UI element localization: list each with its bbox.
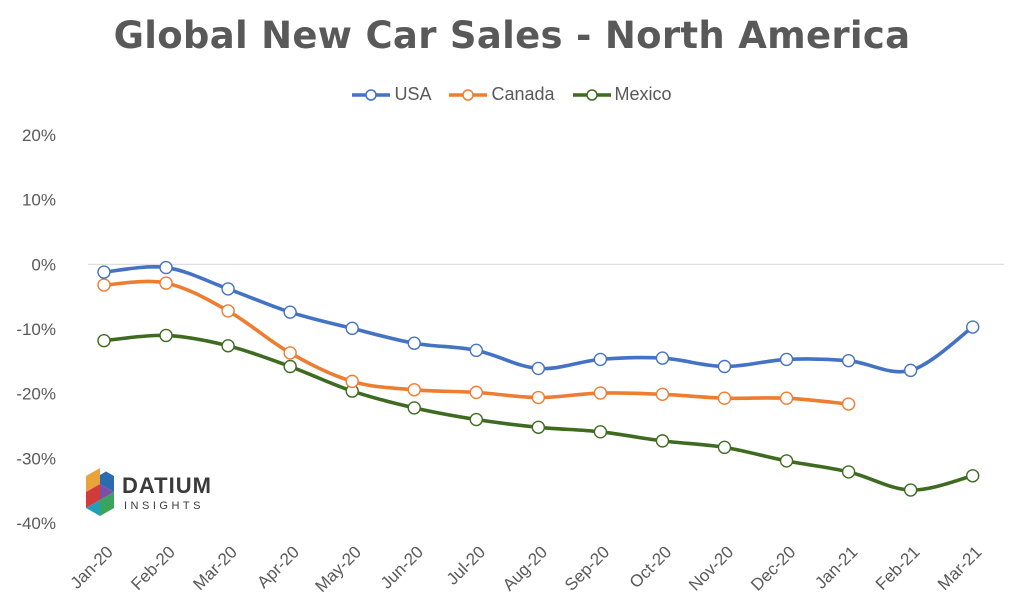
logo-sub: INSIGHTS [124, 500, 204, 512]
data-point-mexico [717, 440, 732, 455]
x-tick-label: Mar-21 [934, 542, 986, 594]
x-tick-label: Jul-20 [443, 542, 489, 588]
data-point-usa [779, 352, 794, 367]
x-tick-label: Mar-20 [189, 542, 241, 594]
legend-item-usa: USA [352, 84, 431, 105]
data-point-mexico [97, 333, 111, 348]
x-tick-label: Aug-20 [499, 542, 551, 594]
data-point-canada [531, 390, 546, 405]
series-line-usa [102, 265, 975, 374]
data-point-canada [407, 383, 421, 397]
legend-item-mexico: Mexico [572, 84, 672, 105]
data-point-mexico [966, 469, 980, 483]
y-tick-label: -20% [16, 385, 56, 404]
data-point-canada [593, 386, 608, 400]
x-tick-label: May-20 [312, 542, 366, 596]
y-tick-label: 0% [31, 255, 56, 274]
data-point-canada [221, 304, 235, 318]
data-point-canada [283, 346, 297, 360]
data-point-usa [593, 352, 608, 367]
x-tick-label: Jun-20 [377, 542, 427, 592]
data-point-mexico [221, 339, 235, 353]
data-point-usa [283, 305, 297, 319]
data-point-mexico [655, 434, 670, 448]
cube-icon [86, 468, 114, 516]
x-tick-label: Sep-20 [561, 542, 613, 594]
data-point-canada [841, 397, 856, 411]
x-tick-label: Feb-20 [127, 542, 179, 594]
x-tick-label: Nov-20 [685, 542, 737, 594]
data-point-mexico [407, 401, 421, 415]
legend-swatch-mexico [572, 88, 611, 101]
data-point-usa [841, 353, 856, 368]
data-point-canada [717, 391, 732, 405]
legend: USA Canada Mexico [0, 84, 1024, 105]
datium-insights-logo: DATIUM INSIGHTS [86, 468, 212, 516]
data-point-usa [655, 351, 670, 365]
y-tick-label: -30% [16, 449, 56, 468]
y-tick-label: 10% [22, 191, 56, 210]
y-tick-label: -40% [16, 514, 56, 533]
legend-item-canada: Canada [449, 84, 555, 105]
data-point-canada [97, 278, 111, 292]
data-point-canada [655, 387, 670, 402]
data-point-usa [407, 336, 421, 350]
data-point-canada [159, 276, 173, 290]
x-tick-label: Oct-20 [626, 542, 676, 592]
data-point-usa [97, 265, 111, 279]
legend-swatch-canada [449, 88, 488, 101]
x-tick-label: Feb-21 [872, 542, 924, 594]
data-point-mexico [469, 412, 483, 427]
data-point-mexico [531, 420, 546, 434]
data-point-usa [159, 260, 173, 275]
data-point-usa [717, 359, 732, 374]
x-tick-label: Jan-21 [811, 542, 861, 592]
data-point-canada [779, 391, 794, 405]
x-tick-label: Jan-20 [67, 542, 117, 592]
legend-label-canada: Canada [491, 84, 555, 104]
data-point-usa [469, 343, 483, 358]
logo-name: DATIUM [122, 473, 212, 498]
data-point-mexico [593, 425, 608, 439]
data-point-canada [345, 374, 359, 389]
data-point-mexico [841, 465, 856, 479]
legend-label-usa: USA [394, 84, 432, 104]
chart-title: Global New Car Sales - North America [113, 14, 911, 57]
x-tick-label: Apr-20 [253, 542, 303, 592]
data-point-mexico [159, 328, 173, 343]
data-point-mexico [903, 483, 918, 497]
data-point-usa [966, 320, 980, 334]
x-tick-label: Dec-20 [747, 542, 799, 594]
legend-swatch-usa [352, 88, 391, 101]
data-point-usa [531, 361, 546, 376]
y-tick-label: 20% [22, 126, 56, 145]
y-tick-label: -10% [16, 320, 56, 339]
data-point-mexico [779, 454, 794, 468]
data-point-mexico [283, 359, 297, 374]
data-point-usa [345, 321, 359, 336]
data-point-usa [903, 363, 918, 378]
data-point-canada [469, 385, 483, 400]
legend-label-mexico: Mexico [614, 84, 672, 104]
data-point-usa [221, 282, 235, 296]
